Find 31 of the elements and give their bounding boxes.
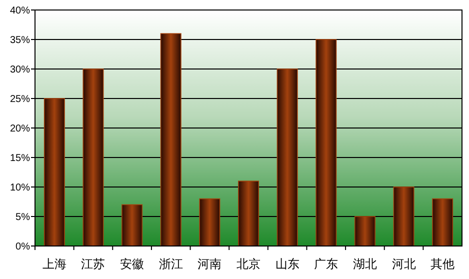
y-tick-label: 5% (16, 212, 30, 223)
y-tick-label: 10% (10, 182, 30, 194)
bar (238, 180, 259, 246)
bar (122, 204, 143, 246)
x-tick-label: 浙江 (158, 257, 183, 271)
bar (432, 198, 454, 246)
bar (393, 186, 414, 246)
y-tick-label: 20% (10, 124, 30, 134)
x-tick-label: 安徽 (120, 257, 144, 271)
y-tick-label: 40% (10, 6, 30, 16)
y-tick-label: 15% (10, 153, 30, 164)
y-tick-label: 0% (16, 242, 30, 252)
x-tick-label: 河北 (392, 257, 416, 271)
y-tick-label: 35% (10, 35, 30, 46)
x-tick-label: 山东 (275, 257, 300, 271)
bar (199, 198, 220, 246)
y-tick-label: 25% (10, 94, 30, 105)
bar (160, 33, 182, 246)
x-tick-label: 江苏 (81, 257, 106, 271)
y-tick-label: 30% (10, 64, 30, 76)
x-tick-label: 湖北 (352, 257, 377, 271)
bar (354, 216, 376, 246)
x-tick-label: 其他 (430, 257, 455, 271)
bar (44, 98, 65, 246)
bar (316, 39, 337, 246)
bar (276, 68, 298, 246)
x-tick-label: 广东 (314, 257, 338, 271)
x-tick-label: 上海 (42, 257, 66, 271)
x-tick-label: 北京 (236, 257, 260, 271)
x-tick-label: 河南 (198, 257, 222, 271)
bar (82, 68, 104, 246)
